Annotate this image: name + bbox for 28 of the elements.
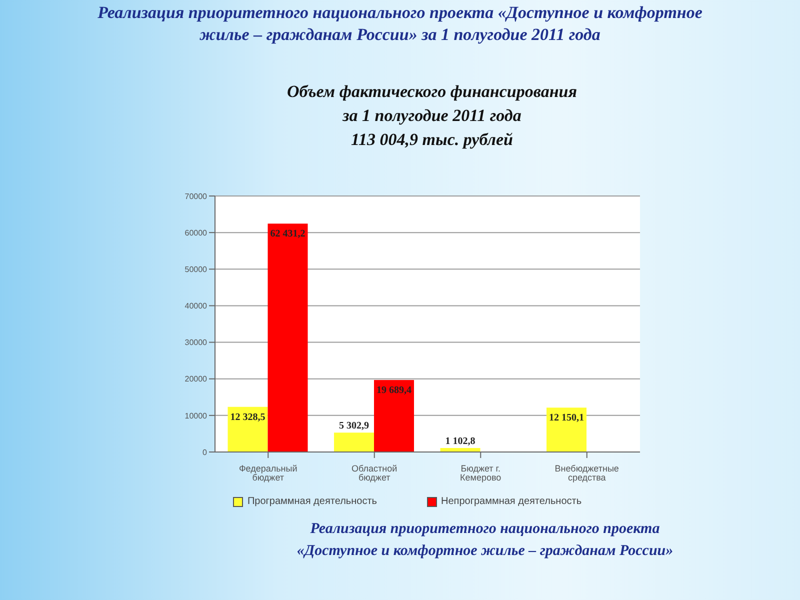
- bar: [374, 380, 414, 452]
- data-label: 12 150,1: [549, 412, 584, 424]
- x-tick-label: Федеральный бюджет: [238, 463, 298, 482]
- legend-label: Программная деятельность: [247, 496, 377, 507]
- data-label: 1 102,8: [445, 436, 476, 447]
- x-tick-label: Бюджет г. Кемерово: [460, 463, 502, 482]
- chart-title: Реализация приоритетного национального проекта «Доступное и комфортное жилье – гражданам России» за 1 полугодие 2011 года: [96, 2, 704, 46]
- y-tick-label: 0: [202, 448, 208, 457]
- y-tick-label: 60000: [184, 228, 208, 238]
- data-label: 12 328,5: [230, 412, 266, 423]
- bar: [228, 406, 268, 452]
- bar: [268, 224, 308, 452]
- bar: [546, 408, 586, 452]
- y-tick-label: 50000: [184, 264, 208, 274]
- legend-label: Непрограммная деятельность: [441, 496, 582, 507]
- y-tick-label: 30000: [184, 338, 208, 348]
- y-tick-label: 20000: [184, 374, 208, 384]
- y-tick-label: 10000: [184, 411, 208, 420]
- text: Реализация приоритетного национального проекта «Доступное и комфортное жилье – гражданам России»: [296, 520, 674, 561]
- data-label: 5 302,9: [339, 420, 369, 432]
- data-label: 62 431,2: [270, 228, 306, 240]
- bar: [334, 432, 374, 452]
- y-tick-label: 70000: [184, 192, 208, 201]
- x-tick-label: Внебюджетные средства: [554, 463, 619, 482]
- x-tick-label: Областной бюджет: [352, 463, 398, 482]
- data-label: 19 689,4: [376, 384, 412, 396]
- chart-subtitle: Объем фактического финансирования за 1 полугодие 2011 года 113 004,9 тыс. рублей: [286, 81, 578, 151]
- y-tick-label: 40000: [184, 302, 208, 311]
